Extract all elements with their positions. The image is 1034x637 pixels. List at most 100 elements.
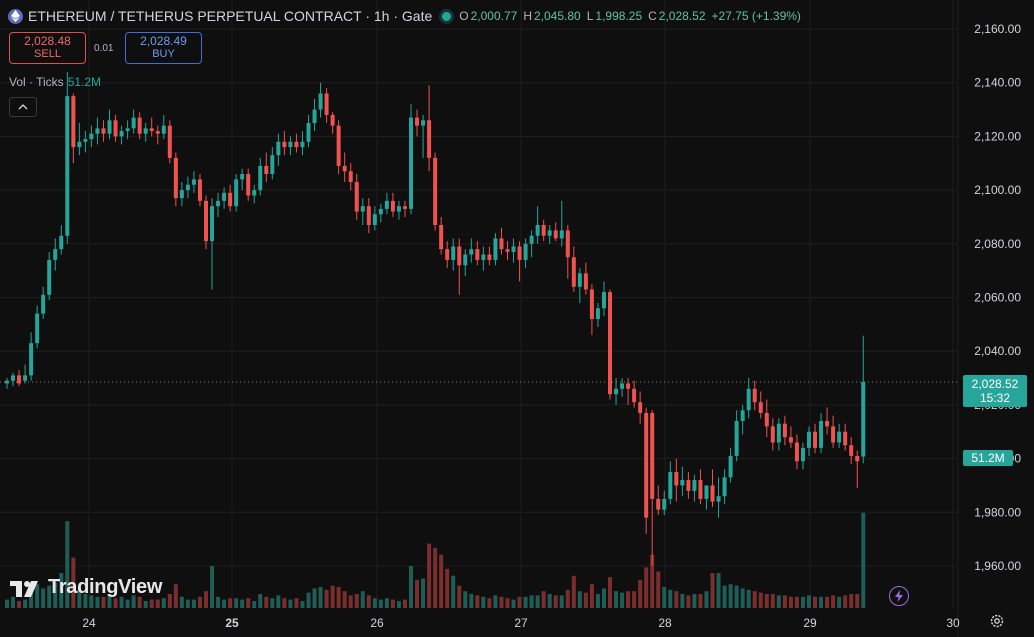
- candle-body: [806, 431, 811, 448]
- candle-body: [402, 206, 407, 209]
- volume-bar: [396, 601, 401, 608]
- volume-bar: [565, 589, 570, 608]
- lightning-icon[interactable]: [889, 586, 909, 606]
- tradingview-logo-icon: [10, 579, 42, 597]
- volume-bar: [306, 592, 311, 608]
- sell-label: SELL: [34, 48, 61, 60]
- candle-body: [409, 117, 414, 209]
- time-axis[interactable]: 24 25 26 27 28 29 30: [82, 616, 960, 630]
- buy-button[interactable]: 2,028.49 BUY: [125, 32, 202, 64]
- buy-price: 2,028.49: [140, 34, 187, 48]
- time-tick-label: 27: [514, 616, 528, 630]
- volume-bar: [59, 573, 64, 608]
- sell-button[interactable]: 2,028.48 SELL: [9, 32, 86, 64]
- price-tick-label: 2,080.00: [974, 237, 1021, 251]
- candle-body: [764, 412, 769, 427]
- candle-body: [752, 388, 757, 403]
- volume-bar: [716, 573, 721, 608]
- symbol-title[interactable]: ETHEREUM / TETHERUS PERPETUAL CONTRACT ·…: [28, 8, 433, 24]
- candle-body: [203, 200, 208, 242]
- spread-value: 0.01: [94, 43, 114, 54]
- ohlc-values: O 2,000.77 H 2,045.80 L 1,998.25 C 2,028.52 …: [459, 9, 801, 23]
- market-open-icon: [442, 11, 452, 21]
- candle-body: [282, 141, 287, 148]
- candle-body: [11, 375, 16, 381]
- candle-body: [89, 133, 94, 140]
- volume-bar: [553, 595, 558, 608]
- volume-bar: [656, 571, 661, 608]
- candle-body: [583, 273, 588, 290]
- volume-bar: [481, 596, 486, 608]
- candle-body: [372, 214, 377, 226]
- volume-bar: [571, 575, 576, 608]
- volume-bar: [29, 588, 34, 608]
- price-tick-label: 2,160.00: [974, 22, 1021, 36]
- candle-body: [348, 171, 353, 183]
- volume-bar: [819, 596, 824, 608]
- close-label: C: [648, 9, 657, 23]
- candle-body: [831, 426, 836, 443]
- price-tick-label: 1,980.00: [974, 505, 1021, 519]
- volume-bar: [167, 594, 172, 608]
- price-tick-label: 2,120.00: [974, 129, 1021, 143]
- candle-body: [35, 313, 40, 344]
- candle-body: [475, 249, 480, 260]
- time-tick-label: 28: [658, 616, 672, 630]
- volume-bar: [451, 575, 456, 608]
- candle-body: [294, 141, 299, 148]
- candle-body: [415, 117, 420, 126]
- volume-bar: [415, 580, 420, 608]
- candle-body: [366, 206, 371, 226]
- candle-body: [686, 480, 691, 491]
- last-price-value: 2,028.52: [971, 377, 1019, 391]
- volume-bar: [499, 596, 504, 608]
- volume-bar: [252, 601, 257, 608]
- volume-bar: [439, 554, 444, 608]
- volume-bar: [173, 584, 178, 608]
- symbol-header[interactable]: ETHEREUM / TETHERUS PERPETUAL CONTRACT ·…: [8, 6, 801, 26]
- volume-bar: [17, 601, 22, 608]
- candle-body: [17, 375, 22, 384]
- volume-bar: [390, 599, 395, 608]
- candle-body: [107, 120, 112, 134]
- candle-body: [463, 254, 468, 266]
- candle-body: [439, 225, 444, 250]
- candle-body: [53, 249, 58, 260]
- candle-body: [571, 257, 576, 287]
- candle-body: [535, 225, 540, 236]
- collapse-legend-button[interactable]: [9, 97, 37, 117]
- candle-body: [119, 131, 124, 137]
- volume-value-label: 51.2M: [963, 450, 1013, 466]
- tradingview-watermark[interactable]: TradingView: [10, 576, 162, 599]
- candle-body: [83, 139, 88, 142]
- volume-legend[interactable]: Vol · Ticks 51.2M: [9, 75, 101, 89]
- candle-body: [529, 235, 534, 244]
- volume-bar: [728, 584, 733, 608]
- price-axis[interactable]: 2,160.00 2,140.00 2,120.00 2,100.00 2,080.00…: [974, 22, 1021, 573]
- volume-bar: [794, 596, 799, 608]
- volume-bar: [589, 584, 594, 608]
- volume-bar: [372, 598, 377, 608]
- volume-bar: [535, 595, 540, 608]
- volume-bar: [788, 596, 793, 608]
- volume-bar: [83, 594, 88, 608]
- candle-body: [378, 208, 383, 215]
- candle-body: [324, 93, 329, 115]
- candle-body: [143, 128, 148, 134]
- volume-bar: [644, 567, 649, 608]
- volume-bar: [626, 591, 631, 608]
- candle-body: [553, 230, 558, 239]
- volume-bar: [312, 588, 317, 608]
- candle-body: [155, 131, 160, 134]
- candle-body: [547, 230, 552, 236]
- volume-bar: [336, 587, 341, 608]
- volume-bar: [475, 595, 480, 608]
- volume-bar: [155, 599, 160, 608]
- candle-body: [427, 120, 432, 158]
- candle-body: [47, 259, 52, 295]
- volume-bar: [825, 596, 830, 608]
- volume-bar: [378, 599, 383, 608]
- candle-body: [240, 173, 245, 180]
- settings-gear-icon[interactable]: [989, 613, 1005, 629]
